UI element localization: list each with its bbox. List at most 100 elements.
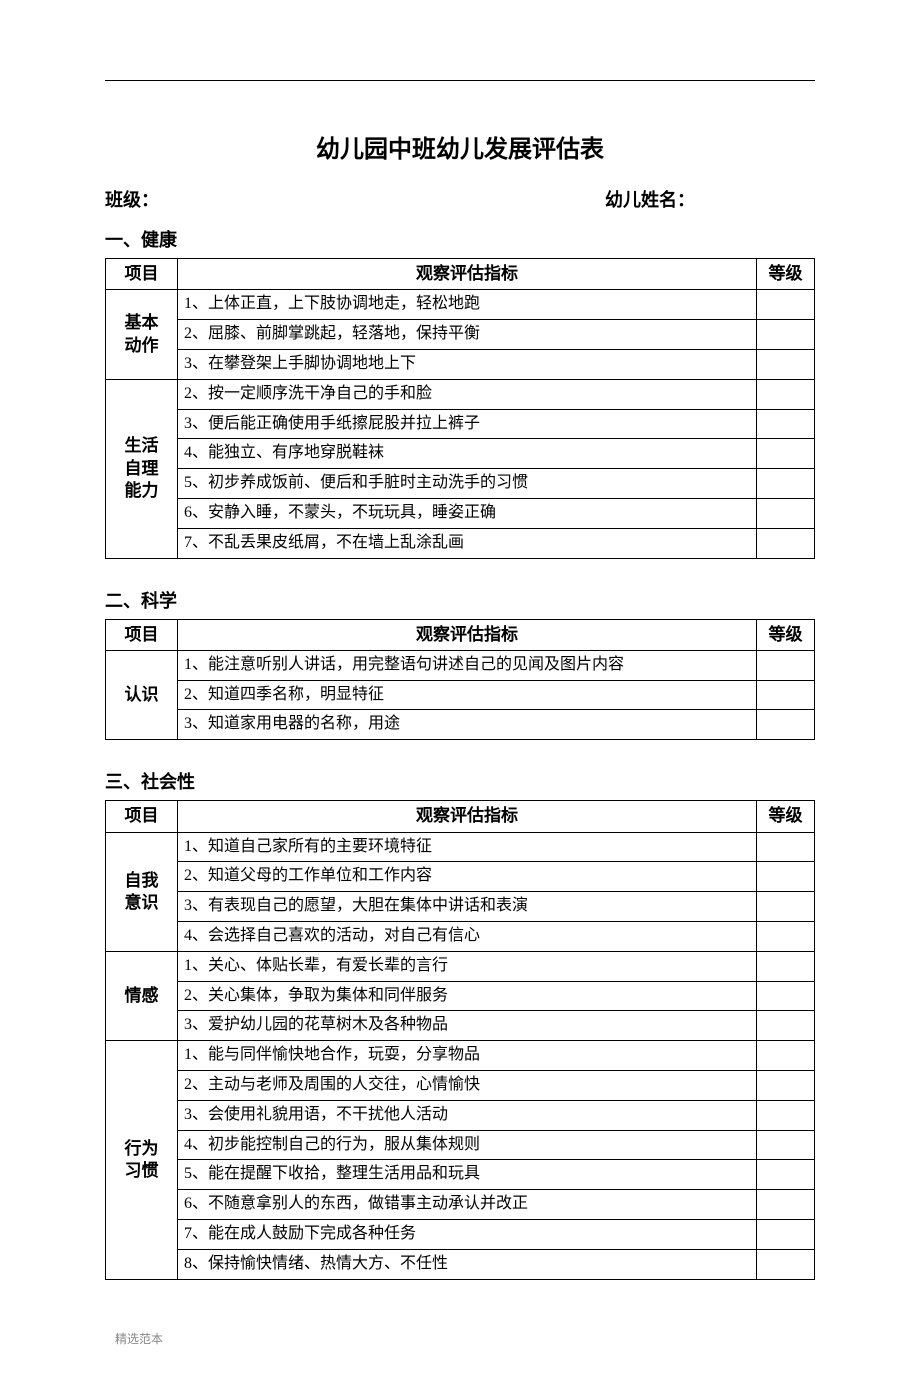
table-row: 2、主动与老师及周围的人交往，心情愉快: [106, 1070, 815, 1100]
grade-cell: [757, 409, 815, 439]
table-row: 2、知道父母的工作单位和工作内容: [106, 862, 815, 892]
table-row: 4、会选择自己喜欢的活动，对自己有信心: [106, 921, 815, 951]
table-row: 行为习惯1、能与同伴愉快地合作，玩耍，分享物品: [106, 1041, 815, 1071]
table-row: 2、屈膝、前脚掌跳起，轻落地，保持平衡: [106, 320, 815, 350]
grade-cell: [757, 439, 815, 469]
grade-cell: [757, 1160, 815, 1190]
indicator-cell: 3、有表现自己的愿望，大胆在集体中讲话和表演: [178, 892, 757, 922]
grade-cell: [757, 1070, 815, 1100]
indicator-cell: 5、能在提醒下收拾，整理生活用品和玩具: [178, 1160, 757, 1190]
grade-cell: [757, 498, 815, 528]
grade-cell: [757, 1100, 815, 1130]
indicator-cell: 4、会选择自己喜欢的活动，对自己有信心: [178, 921, 757, 951]
grade-cell: [757, 1190, 815, 1220]
info-row: 班级： 幼儿姓名：: [105, 186, 815, 212]
assessment-table: 项目观察评估指标等级认识1、能注意听别人讲话，用完整语句讲述自己的见闻及图片内容…: [105, 619, 815, 741]
indicator-cell: 1、上体正直，上下肢协调地走，轻松地跑: [178, 290, 757, 320]
indicator-cell: 2、关心集体，争取为集体和同伴服务: [178, 981, 757, 1011]
grade-cell: [757, 650, 815, 680]
indicator-cell: 4、初步能控制自己的行为，服从集体规则: [178, 1130, 757, 1160]
column-header-category: 项目: [106, 259, 178, 290]
column-header-category: 项目: [106, 801, 178, 832]
column-header-indicator: 观察评估指标: [178, 259, 757, 290]
indicator-cell: 1、能与同伴愉快地合作，玩耍，分享物品: [178, 1041, 757, 1071]
grade-cell: [757, 290, 815, 320]
grade-cell: [757, 892, 815, 922]
column-header-grade: 等级: [757, 259, 815, 290]
table-row: 8、保持愉快情绪、热情大方、不任性: [106, 1249, 815, 1279]
grade-cell: [757, 862, 815, 892]
column-header-grade: 等级: [757, 619, 815, 650]
table-row: 3、有表现自己的愿望，大胆在集体中讲话和表演: [106, 892, 815, 922]
table-row: 自我意识1、知道自己家所有的主要环境特征: [106, 832, 815, 862]
indicator-cell: 2、按一定顺序洗干净自己的手和脸: [178, 379, 757, 409]
indicator-cell: 2、主动与老师及周围的人交往，心情愉快: [178, 1070, 757, 1100]
column-header-grade: 等级: [757, 801, 815, 832]
page-title: 幼儿园中班幼儿发展评估表: [105, 129, 815, 164]
column-header-category: 项目: [106, 619, 178, 650]
grade-cell: [757, 349, 815, 379]
grade-cell: [757, 469, 815, 499]
indicator-cell: 2、屈膝、前脚掌跳起，轻落地，保持平衡: [178, 320, 757, 350]
footer-text: 精选范本: [115, 1330, 815, 1347]
indicator-cell: 4、能独立、有序地穿脱鞋袜: [178, 439, 757, 469]
grade-cell: [757, 1011, 815, 1041]
grade-cell: [757, 320, 815, 350]
section-heading: 三、社会性: [105, 768, 815, 794]
indicator-cell: 1、能注意听别人讲话，用完整语句讲述自己的见闻及图片内容: [178, 650, 757, 680]
table-row: 3、在攀登架上手脚协调地地上下: [106, 349, 815, 379]
column-header-indicator: 观察评估指标: [178, 619, 757, 650]
table-row: 3、知道家用电器的名称，用途: [106, 710, 815, 740]
table-row: 基本动作1、上体正直，上下肢协调地走，轻松地跑: [106, 290, 815, 320]
table-row: 7、不乱丢果皮纸屑，不在墙上乱涂乱画: [106, 528, 815, 558]
table-row: 生活自理能力2、按一定顺序洗干净自己的手和脸: [106, 379, 815, 409]
grade-cell: [757, 832, 815, 862]
category-cell: 行为习惯: [106, 1041, 178, 1279]
header-divider: [105, 80, 815, 81]
table-row: 2、关心集体，争取为集体和同伴服务: [106, 981, 815, 1011]
grade-cell: [757, 1249, 815, 1279]
indicator-cell: 3、知道家用电器的名称，用途: [178, 710, 757, 740]
category-cell: 生活自理能力: [106, 379, 178, 558]
indicator-cell: 8、保持愉快情绪、热情大方、不任性: [178, 1249, 757, 1279]
table-row: 3、便后能正确使用手纸擦屁股并拉上裤子: [106, 409, 815, 439]
table-row: 4、初步能控制自己的行为，服从集体规则: [106, 1130, 815, 1160]
table-row: 5、能在提醒下收拾，整理生活用品和玩具: [106, 1160, 815, 1190]
table-row: 2、知道四季名称，明显特征: [106, 680, 815, 710]
grade-cell: [757, 951, 815, 981]
column-header-indicator: 观察评估指标: [178, 801, 757, 832]
indicator-cell: 3、在攀登架上手脚协调地地上下: [178, 349, 757, 379]
grade-cell: [757, 710, 815, 740]
indicator-cell: 2、知道父母的工作单位和工作内容: [178, 862, 757, 892]
grade-cell: [757, 1041, 815, 1071]
child-name-label: 幼儿姓名：: [605, 186, 695, 212]
class-label: 班级：: [105, 186, 605, 212]
table-row: 6、安静入睡，不蒙头，不玩玩具，睡姿正确: [106, 498, 815, 528]
grade-cell: [757, 680, 815, 710]
table-row: 7、能在成人鼓励下完成各种任务: [106, 1219, 815, 1249]
table-row: 4、能独立、有序地穿脱鞋袜: [106, 439, 815, 469]
section-heading: 一、健康: [105, 226, 815, 252]
grade-cell: [757, 379, 815, 409]
grade-cell: [757, 981, 815, 1011]
grade-cell: [757, 1130, 815, 1160]
indicator-cell: 7、不乱丢果皮纸屑，不在墙上乱涂乱画: [178, 528, 757, 558]
indicator-cell: 2、知道四季名称，明显特征: [178, 680, 757, 710]
table-row: 3、爱护幼儿园的花草树木及各种物品: [106, 1011, 815, 1041]
indicator-cell: 1、关心、体贴长辈，有爱长辈的言行: [178, 951, 757, 981]
indicator-cell: 7、能在成人鼓励下完成各种任务: [178, 1219, 757, 1249]
grade-cell: [757, 1219, 815, 1249]
grade-cell: [757, 528, 815, 558]
indicator-cell: 3、便后能正确使用手纸擦屁股并拉上裤子: [178, 409, 757, 439]
table-row: 5、初步养成饭前、便后和手脏时主动洗手的习惯: [106, 469, 815, 499]
category-cell: 情感: [106, 951, 178, 1040]
indicator-cell: 6、不随意拿别人的东西，做错事主动承认并改正: [178, 1190, 757, 1220]
category-cell: 自我意识: [106, 832, 178, 951]
indicator-cell: 6、安静入睡，不蒙头，不玩玩具，睡姿正确: [178, 498, 757, 528]
table-row: 6、不随意拿别人的东西，做错事主动承认并改正: [106, 1190, 815, 1220]
indicator-cell: 3、会使用礼貌用语，不干扰他人活动: [178, 1100, 757, 1130]
table-row: 认识1、能注意听别人讲话，用完整语句讲述自己的见闻及图片内容: [106, 650, 815, 680]
indicator-cell: 5、初步养成饭前、便后和手脏时主动洗手的习惯: [178, 469, 757, 499]
indicator-cell: 1、知道自己家所有的主要环境特征: [178, 832, 757, 862]
indicator-cell: 3、爱护幼儿园的花草树木及各种物品: [178, 1011, 757, 1041]
